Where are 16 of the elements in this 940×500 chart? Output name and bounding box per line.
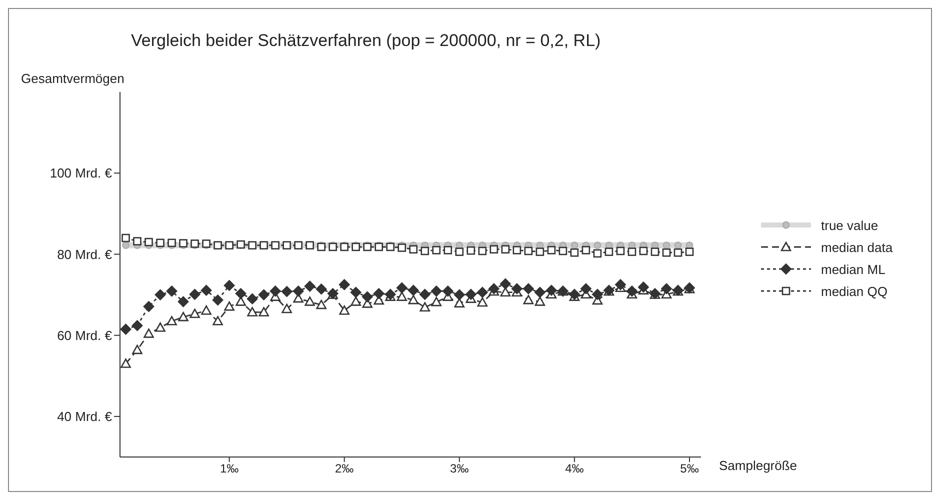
y-tick-label: 60 Mrd. € bbox=[57, 328, 113, 343]
x-tick-label: 3‰ bbox=[450, 462, 469, 476]
x-axis-title: Samplegröße bbox=[719, 458, 798, 473]
y-axis-title: Gesamtvermögen bbox=[21, 71, 124, 86]
y-tick-label: 100 Mrd. € bbox=[50, 166, 113, 181]
legend-label: median data bbox=[821, 240, 893, 254]
y-tick-label: 40 Mrd. € bbox=[57, 409, 113, 424]
y-tick-label: 80 Mrd. € bbox=[57, 246, 113, 262]
x-tick-label: 4‰ bbox=[565, 462, 584, 476]
x-tick-label: 1‰ bbox=[220, 462, 239, 476]
x-tick-label: 5‰ bbox=[680, 462, 699, 476]
x-tick-label: 2‰ bbox=[335, 462, 354, 476]
chart-title: Vergleich beider Schätzverfahren (pop = 200000, nr = 0,2, RL) bbox=[131, 31, 601, 51]
legend-label: median QQ bbox=[821, 284, 888, 298]
legend-label: true value bbox=[821, 218, 878, 232]
legend-label: median ML bbox=[821, 262, 886, 276]
